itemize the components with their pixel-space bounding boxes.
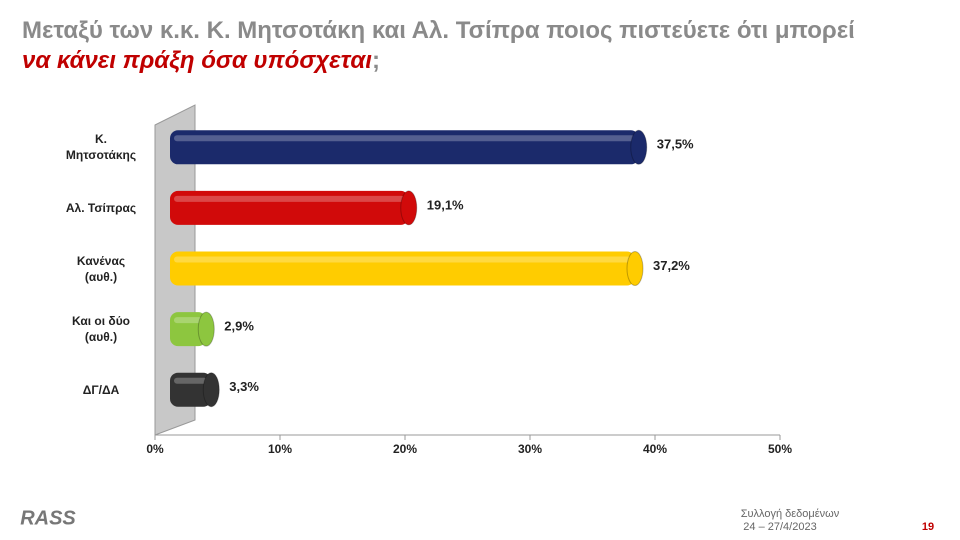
bar-shine: [174, 256, 631, 263]
bar: [170, 251, 635, 286]
category-label: Κανένας (αυθ.): [76, 253, 126, 284]
bar-cap: [630, 129, 648, 165]
x-tick-label: 0%: [146, 442, 164, 456]
bar-cap: [197, 311, 215, 347]
value-label: 19,1%: [427, 197, 464, 212]
value-label: 2,9%: [224, 319, 254, 334]
bar-cap: [400, 190, 418, 226]
bar-cap: [626, 251, 644, 286]
footer-note: Συλλογή δεδομένων: [741, 508, 840, 520]
x-tick-label: 50%: [768, 442, 792, 456]
value-label: 3,3%: [229, 379, 259, 394]
category-label: Αλ. Τσίπρας: [65, 200, 137, 215]
logo: RASS: [20, 507, 76, 529]
bar-shine: [174, 377, 208, 384]
bar-shine: [174, 135, 635, 142]
x-tick-label: 30%: [518, 442, 542, 456]
title-line-2: να κάνει πράξη όσα υπόσχεται;: [22, 46, 922, 76]
category-label: Και οι δύο (αυθ.): [71, 314, 131, 345]
x-tick-label: 40%: [643, 442, 667, 456]
bar-shine: [174, 195, 405, 202]
category-label: ΔΓ/ΔΑ: [82, 382, 120, 397]
bar: [170, 372, 212, 407]
bar: [170, 312, 207, 347]
page-number: 19: [922, 521, 934, 533]
bar-shine: [174, 317, 203, 324]
chart-title: Μεταξύ των κ.κ. Κ. Μητσοτάκη και Αλ. Τσί…: [22, 17, 855, 44]
bar: [170, 130, 639, 165]
value-label: 37,2%: [653, 258, 690, 273]
title-end: ;: [371, 47, 380, 74]
category-label: Κ. Μητσοτάκης: [65, 132, 137, 163]
x-tick-label: 20%: [393, 442, 417, 456]
x-tick-label: 10%: [268, 442, 292, 456]
title-block: Μεταξύ των κ.κ. Κ. Μητσοτάκη και Αλ. Τσί…: [22, 16, 922, 76]
value-label: 37,5%: [657, 137, 694, 152]
bar-cap: [202, 372, 220, 408]
bar: [170, 190, 409, 225]
title-highlight: να κάνει πράξη όσα υπόσχεται: [22, 47, 372, 74]
footer-date: 24 – 27/4/2023: [743, 521, 816, 533]
